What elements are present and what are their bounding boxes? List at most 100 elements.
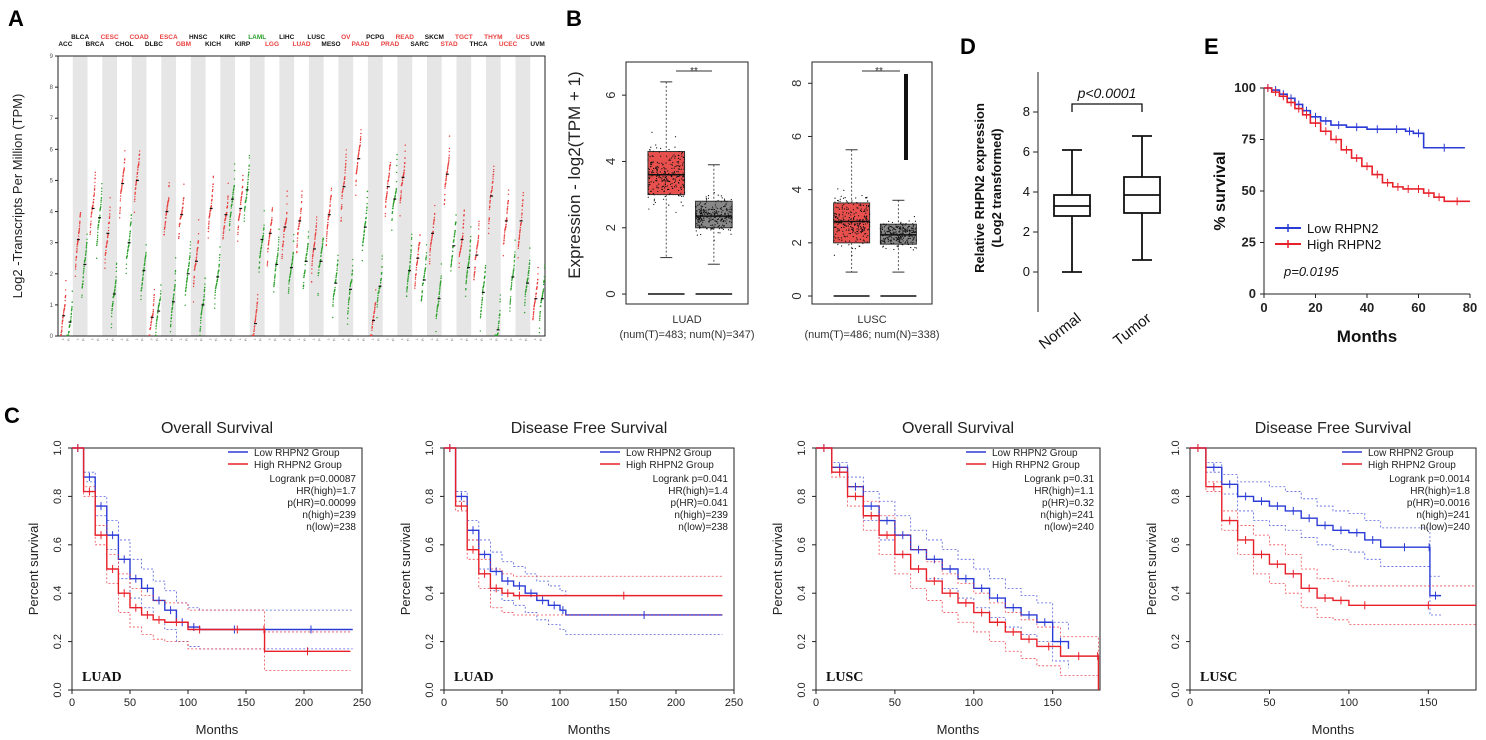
tumor-point bbox=[845, 240, 847, 242]
tumor-point bbox=[89, 226, 92, 229]
tumor-point bbox=[854, 248, 856, 250]
tumor-point bbox=[326, 227, 329, 229]
tumor-point bbox=[647, 167, 650, 170]
normal-point bbox=[346, 317, 349, 320]
normal-point bbox=[509, 307, 511, 309]
tumor-point bbox=[656, 168, 658, 170]
tumor-point bbox=[655, 178, 658, 180]
tumor-point bbox=[166, 209, 168, 211]
normal-point bbox=[906, 229, 909, 231]
tumor-point bbox=[658, 175, 660, 177]
stat-label: Logrank p=0.00087 bbox=[270, 474, 357, 485]
tumor-point bbox=[661, 186, 663, 188]
tumor-point bbox=[168, 184, 170, 187]
normal-point bbox=[215, 285, 217, 288]
tumor-point bbox=[682, 161, 685, 163]
normal-point bbox=[724, 212, 726, 214]
normal-point bbox=[701, 206, 704, 208]
normal-point bbox=[465, 276, 468, 278]
tumor-point bbox=[138, 150, 141, 152]
normal-point bbox=[366, 206, 368, 208]
category-label: OV bbox=[341, 34, 351, 41]
x-tick-label: T bbox=[134, 338, 139, 342]
tumor-point bbox=[844, 224, 846, 227]
tumor-point bbox=[852, 227, 854, 229]
normal-point bbox=[277, 253, 279, 256]
tumor-point bbox=[222, 234, 224, 237]
tumor-point bbox=[649, 163, 652, 165]
normal-point bbox=[200, 313, 202, 316]
normal-point bbox=[908, 229, 910, 231]
tumor-point bbox=[478, 225, 480, 227]
tumor-point bbox=[399, 202, 401, 204]
normal-point bbox=[366, 209, 368, 212]
tumor-point bbox=[316, 216, 318, 218]
tumor-point bbox=[857, 232, 859, 234]
tumor-point bbox=[503, 236, 506, 238]
tumor-point bbox=[671, 167, 673, 170]
tumor-point bbox=[838, 215, 840, 217]
normal-point bbox=[380, 277, 383, 280]
normal-point bbox=[705, 209, 707, 211]
tumor-point bbox=[341, 204, 343, 206]
category-label: ACC bbox=[58, 41, 72, 48]
normal-point bbox=[289, 273, 292, 276]
confidence-band bbox=[816, 447, 1099, 690]
tumor-point bbox=[94, 177, 96, 179]
normal-point bbox=[307, 242, 309, 245]
tumor-point bbox=[683, 175, 685, 177]
tumor-point bbox=[503, 234, 506, 236]
normal-point bbox=[410, 254, 412, 256]
tumor-point bbox=[212, 186, 214, 188]
normal-point bbox=[705, 227, 708, 230]
normal-point bbox=[719, 228, 721, 230]
normal-point bbox=[377, 298, 379, 300]
x-tick-label: 250 bbox=[725, 697, 743, 709]
normal-point bbox=[170, 316, 173, 319]
tumor-point bbox=[271, 218, 273, 221]
tumor-point bbox=[858, 245, 860, 247]
tumor-point bbox=[504, 230, 506, 232]
tumor-point bbox=[326, 228, 328, 230]
normal-point bbox=[711, 218, 714, 221]
plot-frame bbox=[625, 61, 749, 305]
normal-point bbox=[322, 237, 324, 239]
normal-point bbox=[730, 233, 732, 235]
tumor-point bbox=[678, 179, 681, 181]
legend-label: High RHPN2 Group bbox=[992, 460, 1080, 471]
tumor-point bbox=[179, 222, 181, 224]
tumor-point bbox=[417, 250, 420, 252]
tumor-point bbox=[671, 164, 673, 166]
tumor-point bbox=[853, 213, 855, 215]
normal-point bbox=[713, 216, 716, 218]
tumor-point bbox=[678, 166, 680, 168]
normal-point bbox=[155, 328, 157, 330]
x-tick-label: N bbox=[509, 338, 514, 342]
normal-point bbox=[170, 323, 172, 326]
tumor-point bbox=[864, 233, 866, 235]
normal-point bbox=[96, 242, 98, 245]
tumor-point bbox=[834, 226, 837, 228]
tumor-point bbox=[241, 191, 243, 193]
normal-point bbox=[902, 244, 904, 246]
tumor-point bbox=[652, 150, 654, 152]
normal-point bbox=[81, 286, 83, 289]
tumor-point bbox=[61, 327, 63, 329]
normal-point bbox=[276, 261, 278, 263]
normal-point bbox=[898, 231, 900, 233]
normal-point bbox=[248, 157, 251, 159]
normal-point bbox=[263, 228, 265, 230]
normal-point bbox=[435, 314, 438, 317]
tumor-point bbox=[315, 226, 317, 228]
normal-point bbox=[451, 250, 454, 252]
normal-point bbox=[912, 229, 914, 231]
tumor-point bbox=[210, 205, 213, 207]
normal-point bbox=[904, 230, 906, 232]
normal-point bbox=[499, 294, 502, 296]
normal-point bbox=[336, 267, 338, 269]
normal-point bbox=[408, 266, 411, 269]
normal-point bbox=[899, 236, 901, 239]
normal-point bbox=[335, 276, 337, 278]
x-tick-label: N bbox=[494, 338, 499, 342]
stat-label: p(HR)=0.32 bbox=[1042, 498, 1094, 509]
